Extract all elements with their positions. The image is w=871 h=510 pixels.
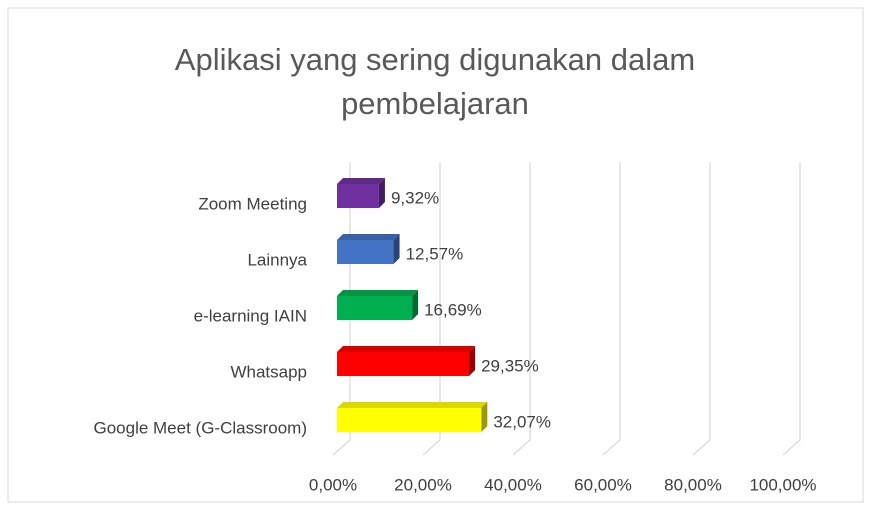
- chart-border: [7, 7, 864, 503]
- bar-side: [469, 346, 476, 376]
- value-label: 29,35%: [481, 356, 539, 375]
- bar-top: [337, 178, 385, 184]
- x-tick-label: 60,00%: [574, 475, 632, 494]
- x-tick-label: 100,00%: [749, 475, 816, 494]
- x-tick-label: 20,00%: [394, 475, 452, 494]
- x-tick-label: 80,00%: [664, 475, 722, 494]
- grid-line: [422, 162, 441, 456]
- category-label: Lainnya: [247, 250, 307, 269]
- category-label: e-learning IAIN: [194, 306, 307, 325]
- bar-top: [337, 290, 419, 296]
- bar-side: [412, 290, 419, 320]
- category-label: Google Meet (G-Classroom): [93, 418, 307, 437]
- value-label: 9,32%: [391, 188, 439, 207]
- category-label: Whatsapp: [230, 362, 307, 381]
- bar-side: [378, 178, 385, 208]
- bar-side: [481, 402, 488, 432]
- grid-line: [692, 162, 711, 456]
- bar-top: [337, 234, 400, 240]
- bar: [337, 240, 394, 264]
- bar: [337, 352, 470, 376]
- grid-line: [602, 162, 621, 456]
- bar-top: [337, 346, 476, 352]
- x-tick-label: 40,00%: [484, 475, 542, 494]
- grid-line: [512, 162, 531, 456]
- category-label: Zoom Meeting: [198, 194, 307, 213]
- bar-side: [393, 234, 400, 264]
- value-label: 16,69%: [424, 300, 482, 319]
- bar: [337, 296, 413, 320]
- x-tick-label: 0,00%: [309, 475, 357, 494]
- bar-top: [337, 402, 488, 408]
- value-label: 12,57%: [406, 244, 464, 263]
- chart-title: Aplikasi yang sering digunakan dalam pem…: [174, 42, 696, 121]
- grid-line: [782, 162, 801, 456]
- value-label: 32,07%: [493, 412, 551, 431]
- bar: [337, 184, 379, 208]
- bar: [337, 408, 482, 432]
